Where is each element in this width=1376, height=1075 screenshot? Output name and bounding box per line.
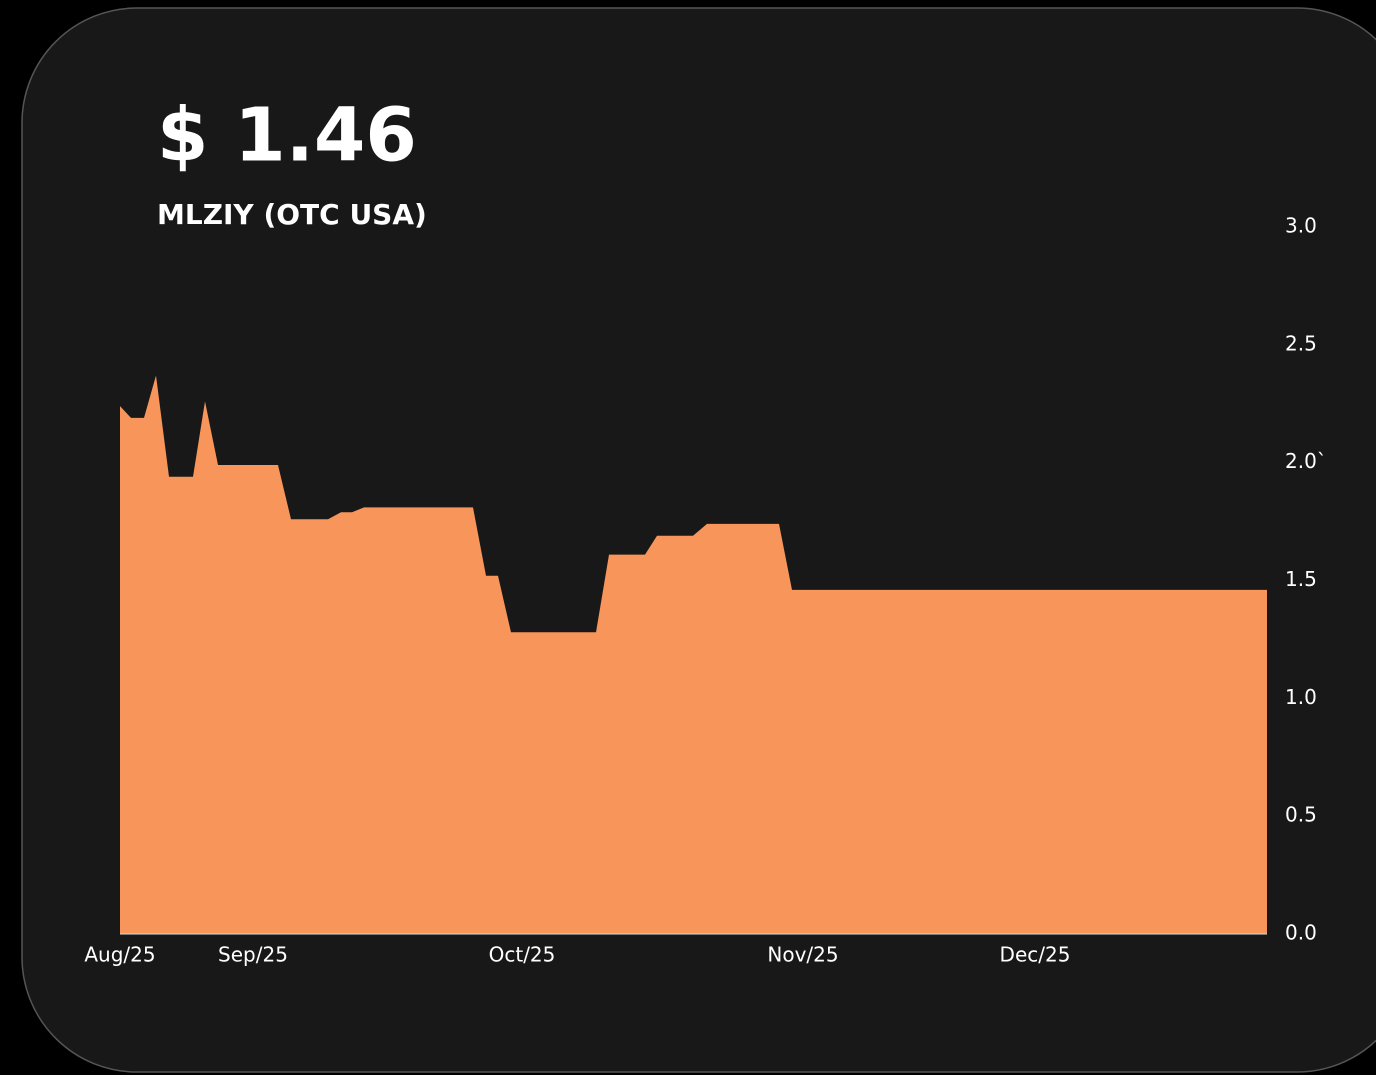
ticker-subtitle: MLZIY (OTC USA) (157, 198, 427, 231)
y-tick-label: 2.5 (1285, 331, 1317, 355)
price-area (120, 375, 1267, 934)
y-tick-label: 1.0 (1285, 685, 1317, 709)
y-tick-label: 0.0 (1285, 921, 1317, 945)
y-tick-label: 1.5 (1285, 567, 1317, 591)
x-tick-label: Oct/25 (489, 943, 556, 967)
y-tick-label: 3.0 (1285, 214, 1317, 238)
y-tick-label: 2.0` (1285, 449, 1327, 473)
x-tick-label: Dec/25 (1000, 943, 1071, 967)
x-tick-label: Sep/25 (218, 943, 288, 967)
x-tick-label: Aug/25 (84, 943, 155, 967)
price-title: $ 1.46 (157, 93, 417, 179)
x-tick-label: Nov/25 (767, 943, 838, 967)
y-tick-label: 0.5 (1285, 803, 1317, 827)
